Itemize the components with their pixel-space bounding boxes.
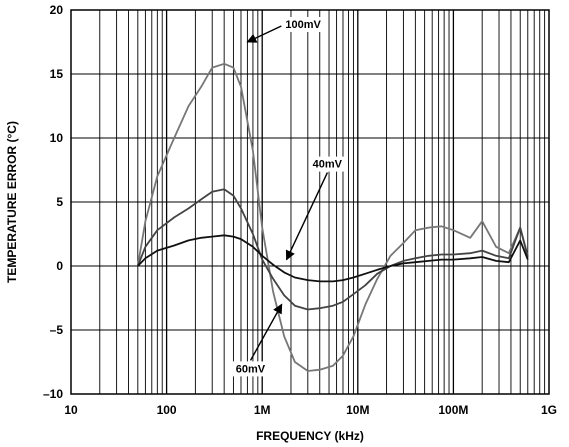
series-line-100mV xyxy=(136,62,529,372)
y-tick-label: 15 xyxy=(50,67,64,81)
annotations: 100mV 40mV 60mV xyxy=(232,17,346,377)
annotation-arrow xyxy=(285,172,329,261)
series-line-60mV xyxy=(136,188,529,311)
x-tick-label: 10M xyxy=(346,403,369,417)
annotation-label: 40mV xyxy=(313,159,343,171)
plot-frame xyxy=(70,9,550,395)
annotation-arrow xyxy=(246,25,282,43)
annotation-label: 60mV xyxy=(236,363,266,375)
y-tick-label: 10 xyxy=(50,131,64,145)
x-tick-label: 1G xyxy=(541,403,557,417)
y-tick-label: 20 xyxy=(50,3,64,17)
x-tick-label: 100 xyxy=(157,403,177,417)
x-tick-label: 100M xyxy=(438,403,468,417)
annotation-background xyxy=(282,17,326,32)
x-tick-label: 1M xyxy=(254,403,271,417)
annotation-background xyxy=(309,156,346,172)
y-tick-label: 0 xyxy=(56,259,63,273)
x-tick-label: 10 xyxy=(64,403,78,417)
tick-labels: 10 100 1M 10M 100M 1G –10 –5 0 5 10 15 20 xyxy=(43,3,557,417)
annotation-arrow xyxy=(249,303,283,361)
y-axis-label: TEMPERATURE ERROR (°C) xyxy=(5,121,19,283)
y-tick-label: –10 xyxy=(43,387,63,401)
y-tick-label: –5 xyxy=(50,323,64,337)
series-group xyxy=(136,62,529,372)
x-axis-label: FREQUENCY (kHz) xyxy=(256,429,364,443)
grid xyxy=(71,10,549,394)
annotation-background xyxy=(232,361,269,377)
series-line-40mV xyxy=(137,234,529,283)
annotation-label: 100mV xyxy=(285,19,321,31)
y-tick-label: 5 xyxy=(56,195,63,209)
